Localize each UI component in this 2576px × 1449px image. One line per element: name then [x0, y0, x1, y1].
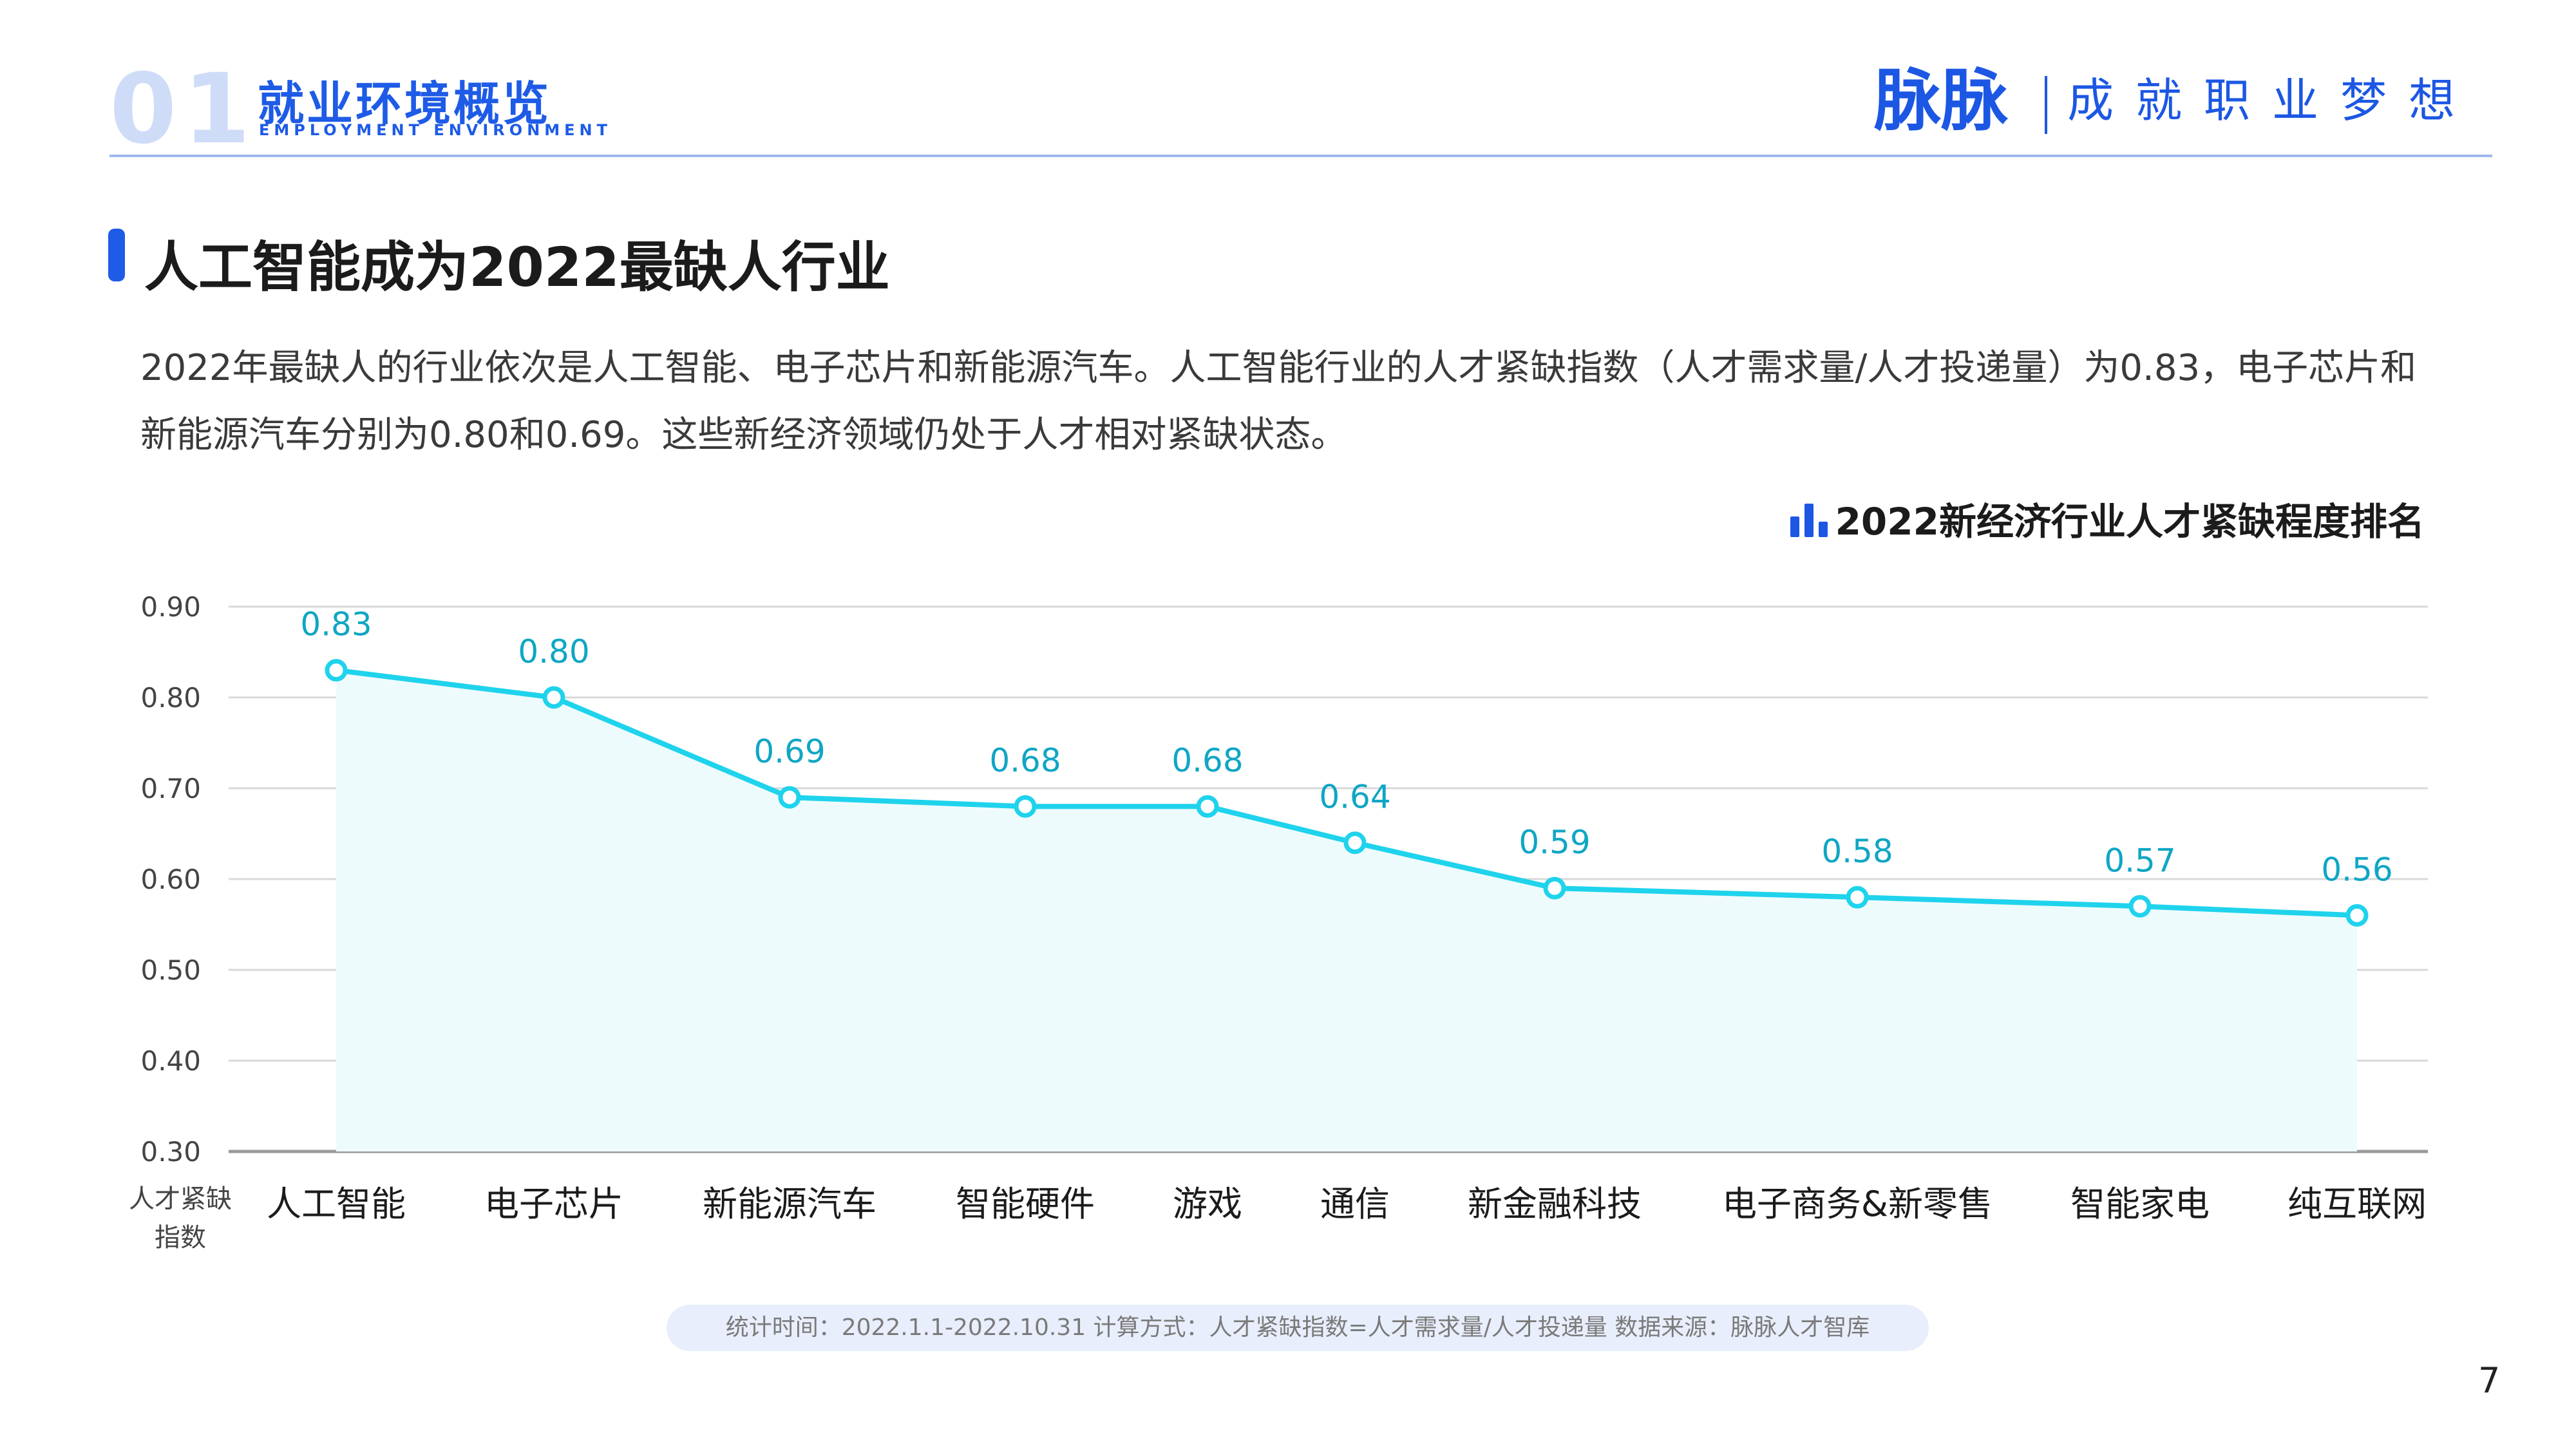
data-point: [1014, 795, 1037, 818]
data-point: [1846, 886, 1869, 909]
data-point: [1543, 876, 1566, 900]
section-header-subtitle: EMPLOYMENT ENVIRONMENT: [259, 121, 612, 139]
data-point: [325, 659, 348, 682]
series-line: [336, 667, 2358, 918]
description-text: 2022年最缺人的行业依次是人工智能、电子芯片和新能源汽车。人工智能行业的人才紧…: [140, 347, 2417, 456]
brand-logo: 脉脉: [1874, 61, 2009, 140]
y-tick-label: 0.40: [140, 1045, 201, 1077]
chart-title: 2022新经济行业人才紧缺程度排名: [1835, 500, 2425, 544]
x-tick-label: 人工智能: [267, 1184, 406, 1224]
line-chart: 0.30 0.40 0.50 0.60 0.70 0.80 0.90 0.83 人工智能 0.80…: [140, 591, 2428, 1224]
data-label: 0.64: [1319, 779, 1390, 816]
x-tick-label: 纯互联网: [2287, 1184, 2427, 1224]
data-label: 0.80: [518, 633, 589, 670]
x-tick-label: 电子商务&新零售: [1722, 1184, 1993, 1224]
y-tick-label: 0.70: [140, 773, 201, 804]
x-tick-label: 电子芯片: [484, 1184, 623, 1224]
x-tick-label: 智能家电: [2070, 1184, 2210, 1224]
y-tick-label: 0.50: [140, 954, 201, 986]
brand-slogan: 成就职业梦想: [2067, 73, 2477, 128]
data-point: [1196, 795, 1219, 818]
page-number: 7: [2478, 1360, 2501, 1401]
x-tick-label: 通信: [1320, 1184, 1390, 1224]
bar-chart-icon: [1790, 504, 1828, 537]
x-tick-label: 智能硬件: [956, 1184, 1095, 1224]
title-accent-bar: [108, 229, 125, 281]
data-point: [2345, 904, 2369, 927]
data-label: 0.68: [1171, 742, 1243, 779]
data-label: 0.83: [300, 606, 372, 643]
x-tick-label: 游戏: [1173, 1184, 1242, 1224]
data-label: 0.57: [2104, 842, 2175, 879]
data-point: [2128, 895, 2152, 918]
brand-divider: [2045, 76, 2047, 134]
y-tick-label: 0.90: [140, 591, 201, 623]
data-point: [542, 686, 565, 709]
footer-note: 统计时间：2022.1.1-2022.10.31 计算方式：人才紧缺指数=人才需…: [667, 1305, 1929, 1351]
y-tick-label: 0.80: [140, 682, 201, 714]
section-number: 01: [109, 53, 257, 166]
data-label: 0.59: [1519, 824, 1590, 861]
y-axis-label: 人才紧缺指数: [129, 1184, 232, 1253]
data-label: 0.56: [2321, 851, 2392, 888]
page-title: 人工智能成为2022最缺人行业: [144, 236, 890, 299]
y-tick-label: 0.30: [140, 1136, 201, 1168]
header-divider: [109, 155, 2492, 157]
data-label: 0.69: [753, 733, 825, 770]
y-tick-label: 0.60: [140, 864, 201, 895]
data-point: [778, 786, 801, 809]
data-label: 0.68: [989, 742, 1061, 779]
series-area: [336, 670, 2357, 1151]
x-tick-label: 新金融科技: [1468, 1184, 1642, 1224]
x-tick-label: 新能源汽车: [703, 1184, 876, 1224]
data-point: [1343, 831, 1367, 855]
data-label: 0.58: [1821, 833, 1893, 870]
section-header-title: 就业环境概览: [258, 77, 552, 131]
